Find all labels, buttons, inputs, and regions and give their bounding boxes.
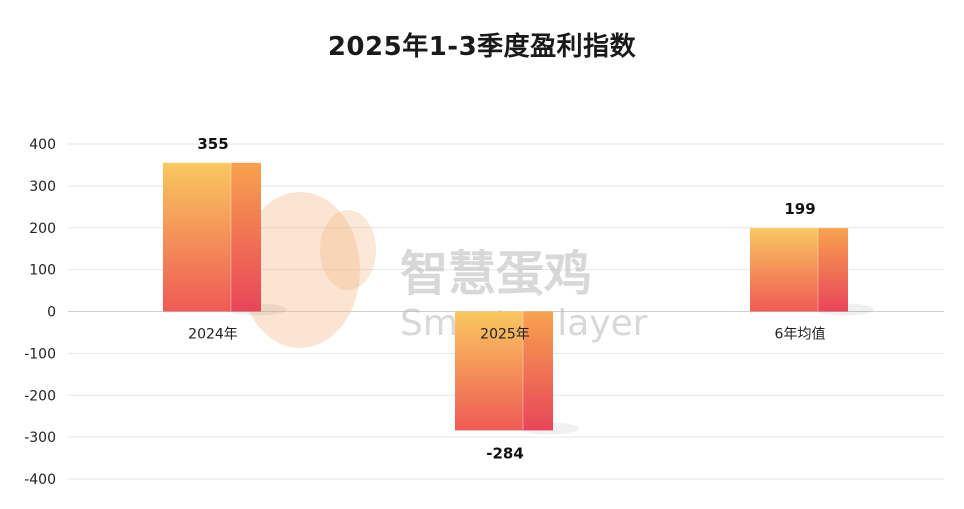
watermark-logo-comb (320, 210, 376, 290)
y-tick-label: -100 (24, 346, 56, 362)
y-tick-label: 300 (29, 179, 56, 195)
bar-side (523, 311, 553, 431)
y-tick-label: -300 (24, 430, 56, 446)
y-tick-label: 0 (47, 305, 56, 321)
data-label: 199 (784, 200, 815, 218)
x-tick-label: 6年均值 (775, 327, 826, 343)
watermark: 智慧蛋鸡 Smarter layer (240, 192, 648, 348)
bar-front (455, 311, 523, 431)
y-tick-label: -400 (24, 472, 56, 488)
bar-front (750, 228, 818, 312)
y-axis: 400 300 200 100 0 -100 -200 -300 -400 (24, 137, 56, 488)
x-tick-label: 2024年 (188, 327, 238, 343)
bar-front (163, 162, 231, 312)
watermark-text: 智慧蛋鸡 (400, 246, 592, 302)
x-tick-label: 2025年 (480, 327, 530, 343)
data-label: -284 (486, 444, 524, 462)
bars (163, 162, 874, 435)
y-tick-label: 200 (29, 221, 56, 237)
bar-side (818, 228, 848, 312)
watermark-logo-head (240, 192, 360, 348)
data-label: 355 (197, 135, 228, 153)
y-tick-label: 100 (29, 263, 56, 279)
labels: 355 2024年 -284 2025年 199 6年均值 (188, 135, 825, 463)
bar-side (231, 162, 261, 312)
chart-title: 2025年1-3季度盈利指数 (327, 32, 637, 62)
y-tick-label: 400 (29, 137, 56, 153)
y-tick-label: -200 (24, 388, 56, 404)
